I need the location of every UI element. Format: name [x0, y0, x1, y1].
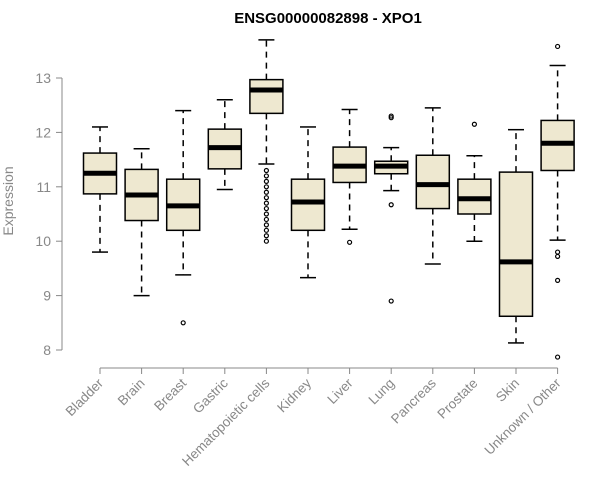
- outlier-point: [388, 115, 394, 121]
- outlier-point: [263, 189, 269, 195]
- box-group: [498, 128, 534, 344]
- outlier-point: [263, 167, 269, 174]
- box-group: [332, 108, 367, 245]
- outlier-point: [388, 298, 394, 304]
- outlier-point: [263, 200, 269, 206]
- y-axis: 8 9 10 11 12 13: [35, 70, 63, 358]
- outlier-point: [554, 253, 561, 260]
- outlier-point: [554, 43, 561, 50]
- box-group: [540, 43, 575, 360]
- y-tick-label: 12: [35, 124, 51, 140]
- x-tick-label: Breast: [151, 375, 189, 413]
- y-axis-label: Expression: [0, 166, 16, 235]
- box-group: [373, 113, 409, 304]
- x-tick-label: Pancreas: [388, 375, 439, 426]
- box-group: [249, 39, 284, 244]
- outlier-point: [263, 227, 269, 233]
- outlier-point: [263, 173, 269, 179]
- outlier-point: [263, 205, 269, 212]
- box-group: [415, 107, 451, 265]
- outlier-point: [554, 249, 561, 255]
- outlier-point: [263, 233, 269, 239]
- outlier-point: [347, 239, 353, 245]
- y-tick-label: 8: [43, 342, 51, 358]
- outlier-point: [263, 184, 269, 190]
- x-tick-label: Bladder: [63, 375, 107, 419]
- outlier-point: [263, 238, 269, 244]
- box-group: [124, 147, 159, 297]
- iqr-box: [290, 178, 326, 232]
- x-tick-label: Unknown / Other: [481, 375, 564, 458]
- outlier-point: [263, 222, 269, 228]
- iqr-box: [415, 154, 451, 210]
- x-tick-label: Brain: [115, 376, 148, 409]
- outlier-point: [263, 211, 269, 217]
- iqr-box: [498, 171, 534, 318]
- y-tick-label: 11: [36, 179, 51, 195]
- box-group: [290, 126, 326, 279]
- outlier-point: [471, 121, 477, 127]
- outlier-point: [180, 320, 186, 326]
- outlier-point: [263, 195, 269, 201]
- y-tick-label: 9: [43, 288, 51, 304]
- box-group: [82, 126, 118, 253]
- x-tick-label: Kidney: [274, 375, 314, 415]
- outlier-point: [263, 216, 269, 223]
- box-group: [165, 109, 201, 326]
- x-tick-label: Liver: [324, 375, 356, 407]
- outlier-point: [554, 277, 561, 283]
- x-tick-label: Lung: [365, 376, 397, 408]
- box-group: [457, 121, 492, 242]
- outlier-point: [554, 354, 561, 360]
- y-tick-label: 13: [35, 70, 51, 86]
- iqr-box: [249, 78, 284, 115]
- x-tick-label: Gastric: [190, 375, 231, 416]
- y-tick-label: 10: [35, 233, 51, 249]
- outlier-point: [263, 178, 269, 184]
- outlier-point: [388, 202, 394, 208]
- box-group: [207, 99, 243, 191]
- x-tick-label: Prostate: [434, 376, 480, 422]
- boxes-layer: [82, 39, 575, 360]
- x-tick-label: Skin: [493, 376, 522, 405]
- chart-title: ENSG00000082898 - XPO1: [234, 10, 422, 27]
